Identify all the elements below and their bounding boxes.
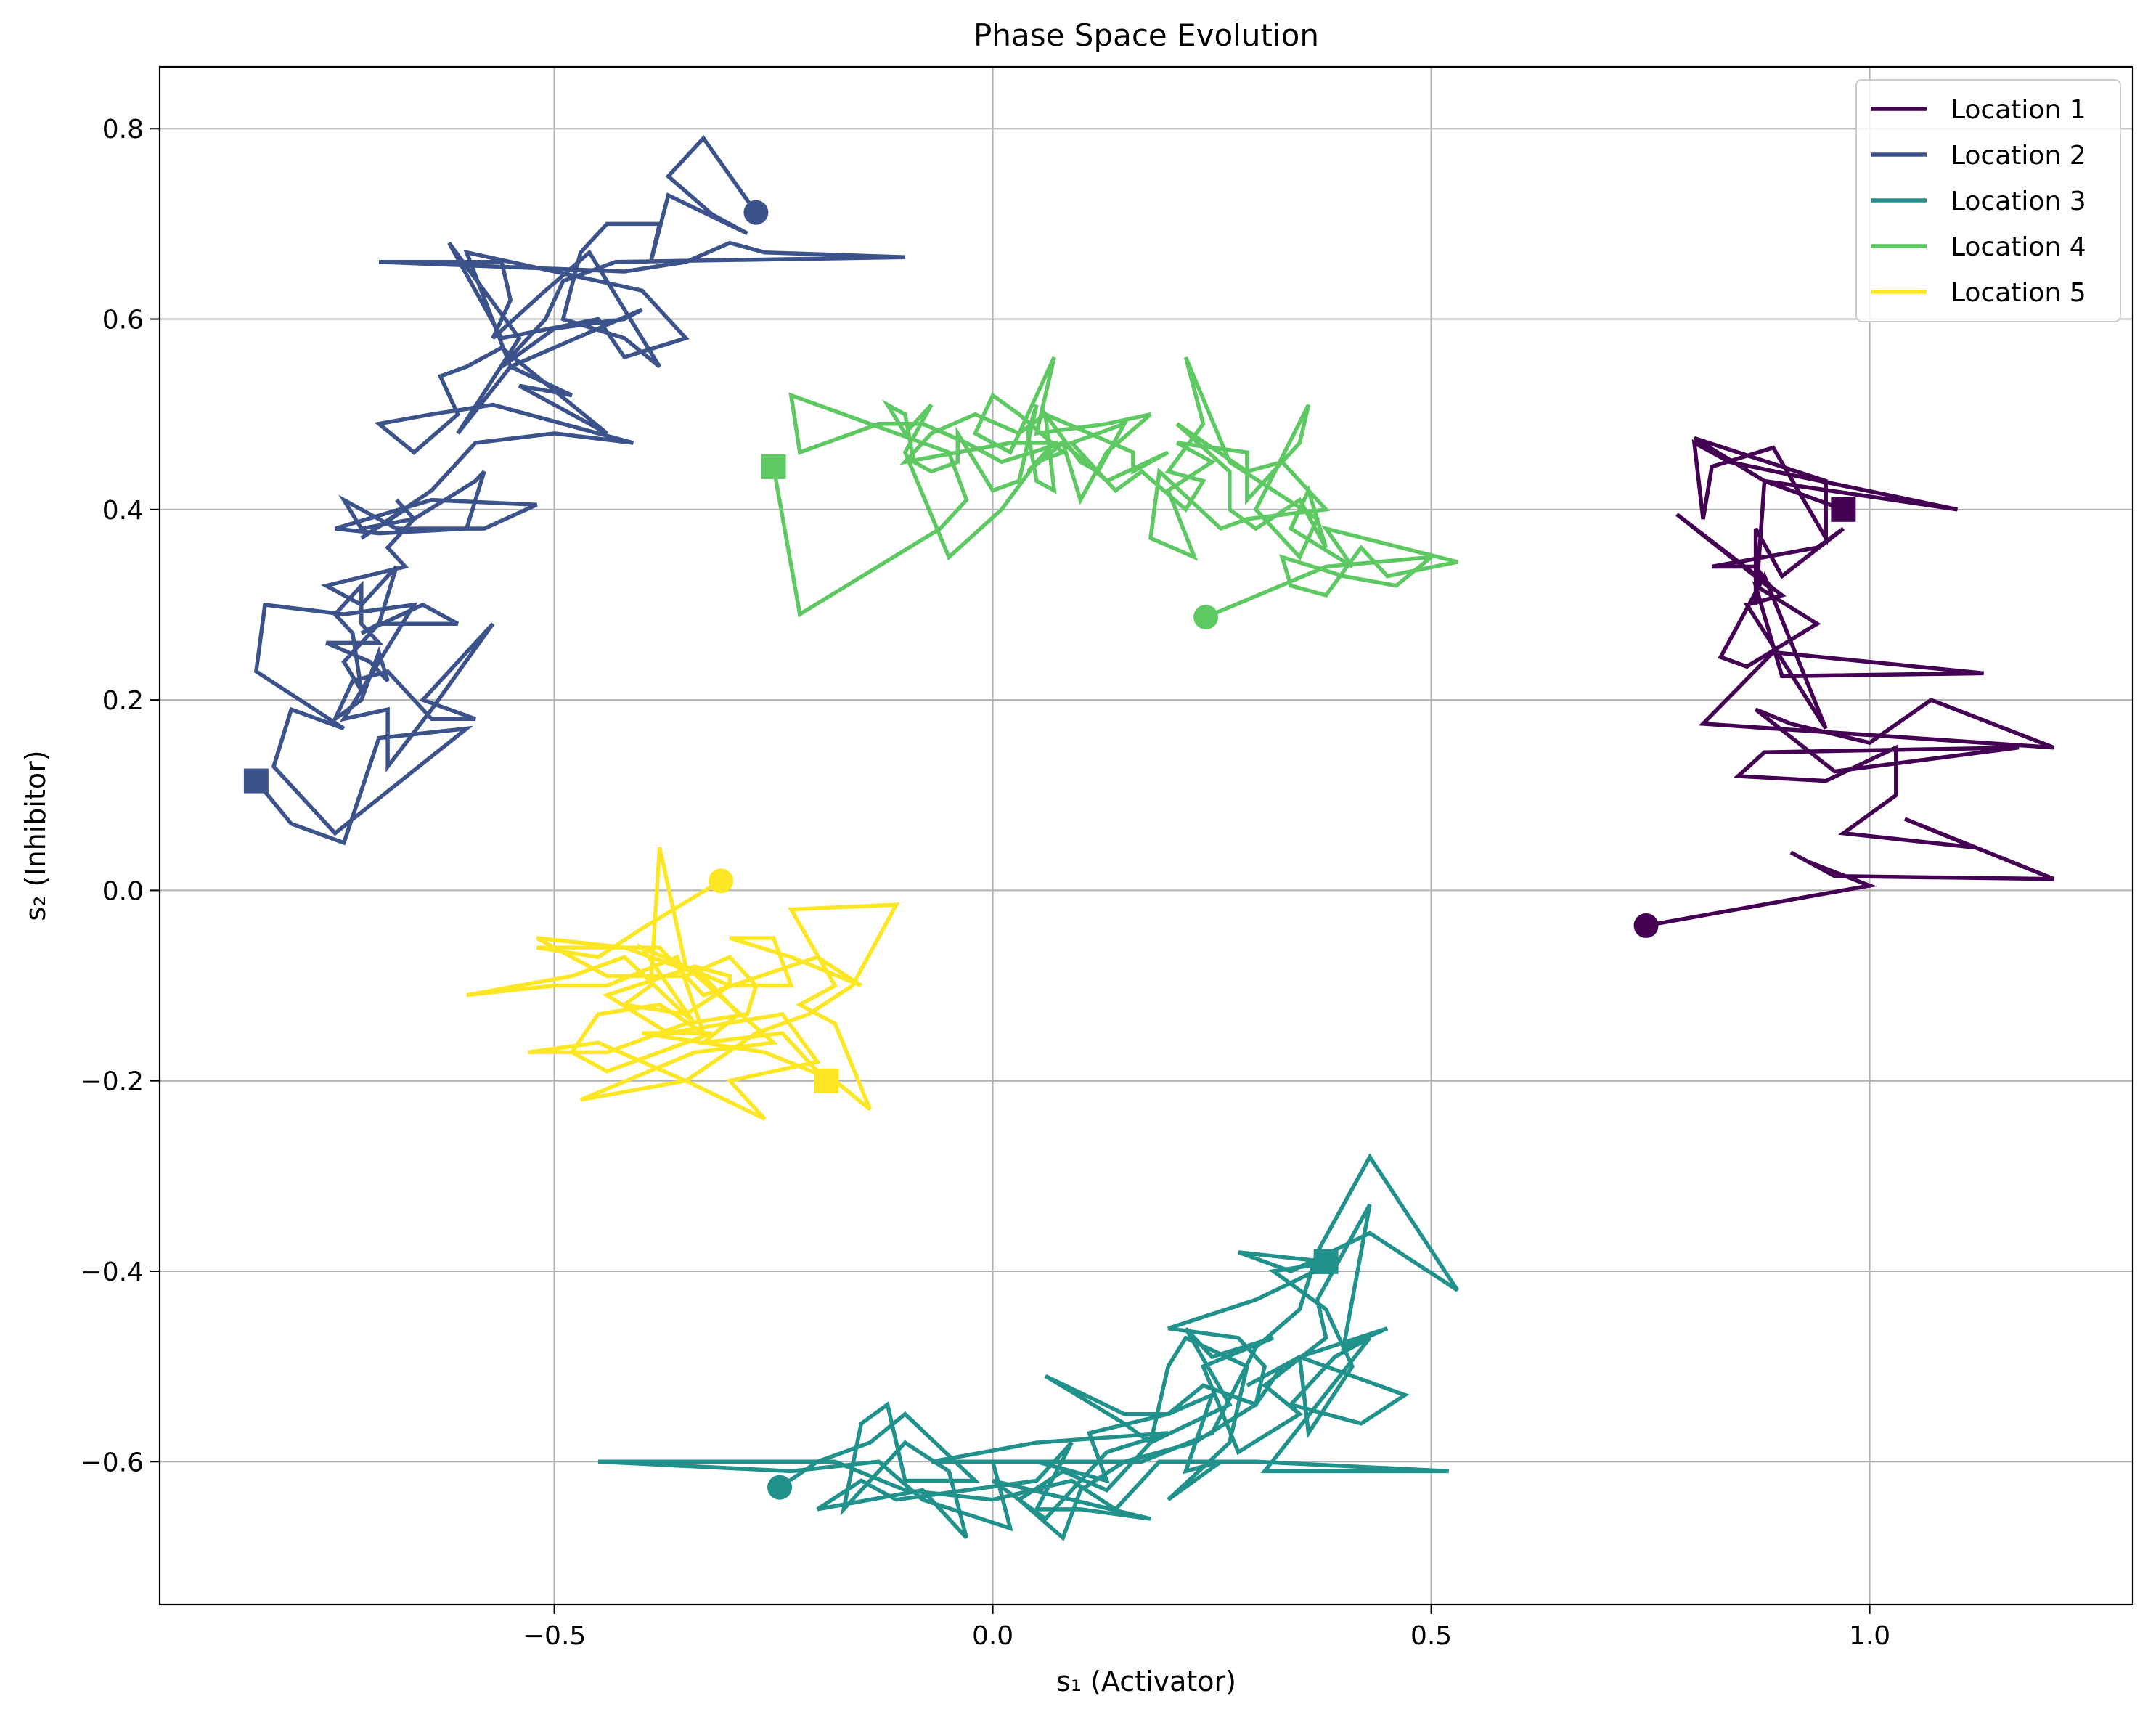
y-tick-label: 0.6 bbox=[102, 306, 144, 335]
y-tick-label: 0.8 bbox=[102, 115, 144, 144]
location-4-end-marker bbox=[761, 454, 786, 479]
location-5-start-marker bbox=[709, 868, 734, 894]
legend-label: Location 2 bbox=[1951, 141, 2086, 171]
axis-ticks: −0.5 0.0 0.5 1.0 −0.6 −0.4 −0.2 0.0 0.2 0.4 0.6 0.8 bbox=[81, 115, 1891, 1651]
legend-box bbox=[1855, 79, 2121, 322]
x-tick-label: −0.5 bbox=[523, 1621, 586, 1651]
y-tick-label: −0.4 bbox=[81, 1257, 144, 1287]
location-5-end-marker bbox=[814, 1068, 839, 1093]
y-tick-label: −0.2 bbox=[81, 1067, 144, 1097]
legend-label: Location 3 bbox=[1951, 187, 2086, 216]
x-tick-label: 0.0 bbox=[972, 1621, 1013, 1651]
location-4-start-marker bbox=[1193, 605, 1219, 630]
y-tick-label: 0.0 bbox=[102, 876, 144, 906]
location-5-trajectory bbox=[466, 847, 900, 1121]
y-tick-label: −0.6 bbox=[81, 1448, 144, 1477]
location-3-start-marker bbox=[767, 1475, 793, 1500]
y-tick-label: 0.2 bbox=[102, 686, 144, 716]
chart-title: Phase Space Evolution bbox=[973, 17, 1319, 53]
x-axis-label: s₁ (Activator) bbox=[1056, 1665, 1236, 1697]
location-2-start-marker bbox=[743, 200, 769, 225]
x-tick-label: 1.0 bbox=[1849, 1621, 1890, 1651]
x-tick-label: 0.5 bbox=[1410, 1621, 1452, 1651]
legend-label: Location 4 bbox=[1951, 232, 2086, 262]
location-4-trajectory bbox=[771, 356, 1458, 619]
legend: Location 1 Location 2 Location 3 Location 4… bbox=[1855, 79, 2121, 322]
series-layer bbox=[243, 135, 2055, 1541]
legend-label: Location 1 bbox=[1951, 95, 2086, 125]
y-axis-label: s₂ (Inhibitor) bbox=[20, 750, 52, 921]
legend-label: Location 5 bbox=[1951, 278, 2086, 308]
location-3-end-marker bbox=[1313, 1249, 1339, 1274]
location-1-end-marker bbox=[1831, 497, 1856, 522]
y-tick-label: 0.4 bbox=[102, 496, 144, 526]
plot-frame bbox=[158, 65, 2134, 1606]
location-3-trajectory bbox=[597, 1153, 1460, 1541]
location-1-trajectory bbox=[1646, 436, 2055, 928]
location-2-trajectory bbox=[253, 135, 905, 846]
location-1-start-marker bbox=[1633, 913, 1659, 938]
location-2-end-marker bbox=[243, 768, 269, 794]
